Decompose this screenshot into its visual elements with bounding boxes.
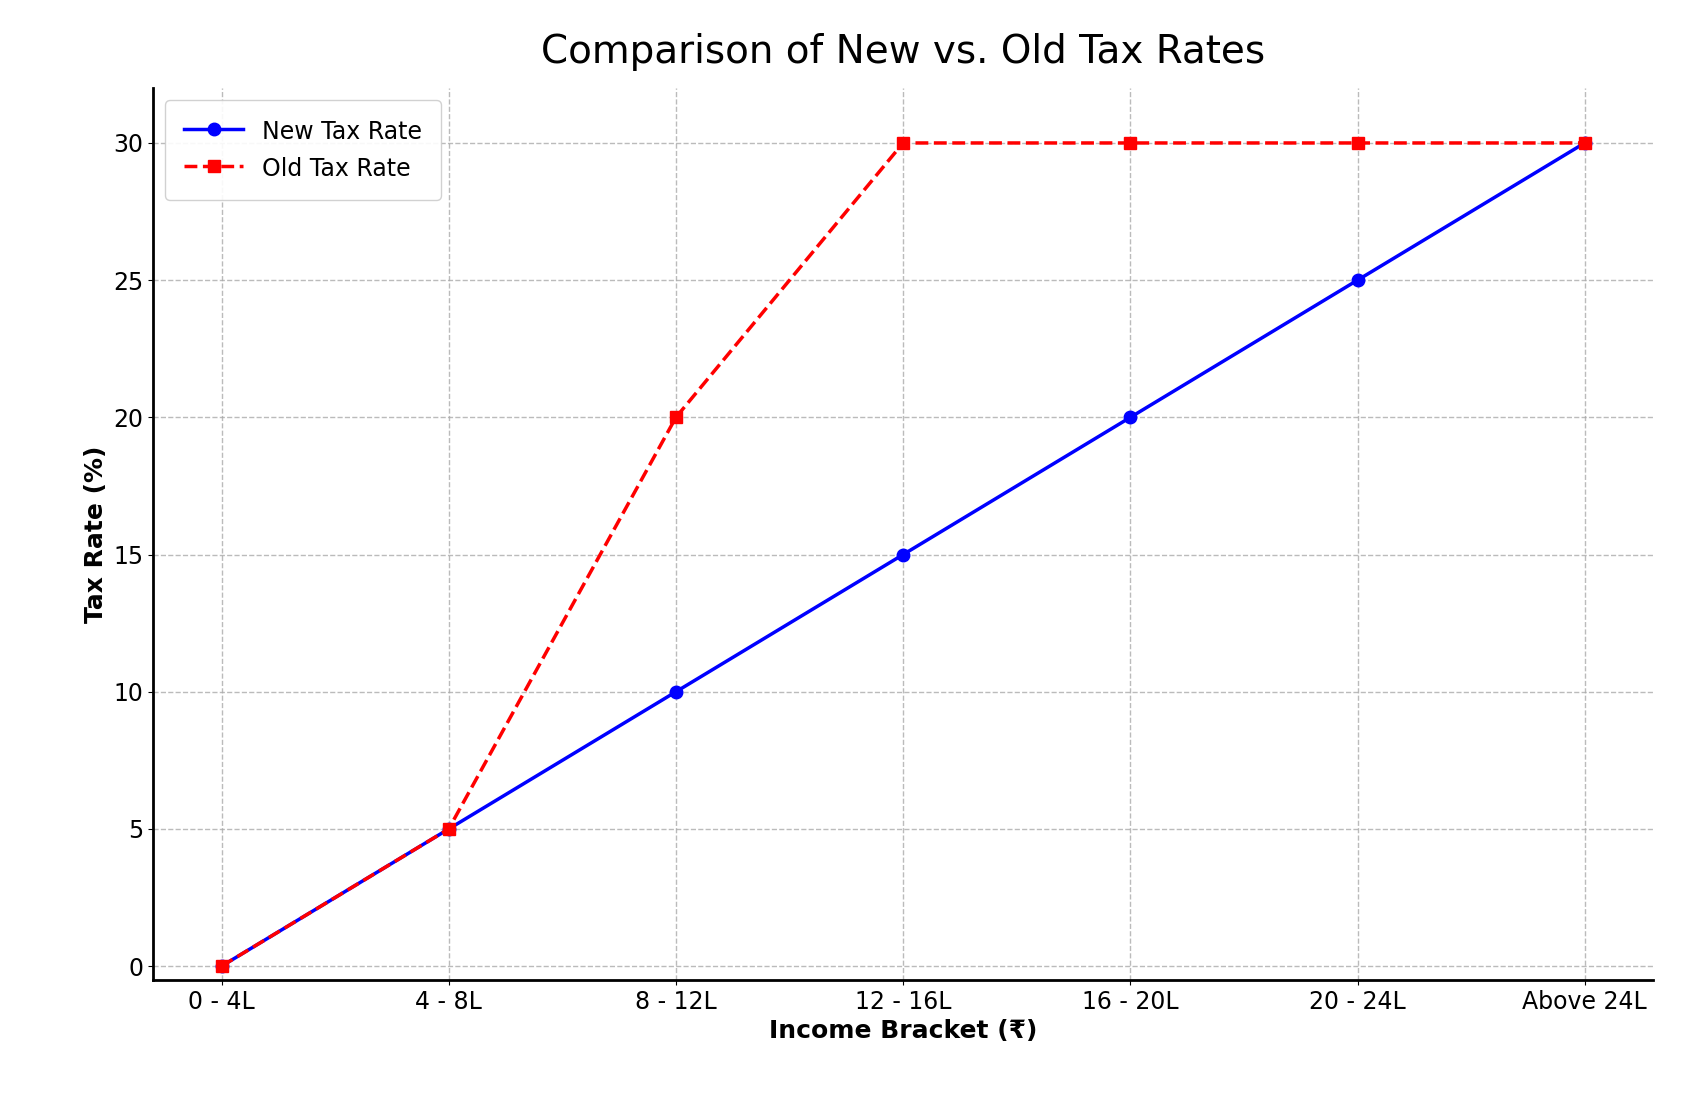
New Tax Rate: [893, 548, 913, 562]
Old Tax Rate: [1348, 137, 1368, 150]
Y-axis label: Tax Rate (%): Tax Rate (%): [83, 445, 107, 623]
Legend: New Tax Rate, Old Tax Rate: New Tax Rate, Old Tax Rate: [165, 100, 441, 199]
X-axis label: Income Bracket (₹): Income Bracket (₹): [769, 1020, 1038, 1043]
New Tax Rate: [438, 822, 458, 836]
New Tax Rate: [666, 685, 687, 698]
Title: Comparison of New vs. Old Tax Rates: Comparison of New vs. Old Tax Rates: [542, 33, 1264, 72]
New Tax Rate: [211, 960, 232, 973]
Old Tax Rate: [666, 411, 687, 424]
New Tax Rate: [1120, 411, 1140, 424]
Old Tax Rate: [211, 960, 232, 973]
Old Tax Rate: [893, 137, 913, 150]
Old Tax Rate: [1574, 137, 1595, 150]
Line: Old Tax Rate: Old Tax Rate: [215, 137, 1592, 972]
Old Tax Rate: [438, 822, 458, 836]
New Tax Rate: [1348, 273, 1368, 286]
Line: New Tax Rate: New Tax Rate: [215, 137, 1592, 972]
Old Tax Rate: [1120, 137, 1140, 150]
New Tax Rate: [1574, 137, 1595, 150]
